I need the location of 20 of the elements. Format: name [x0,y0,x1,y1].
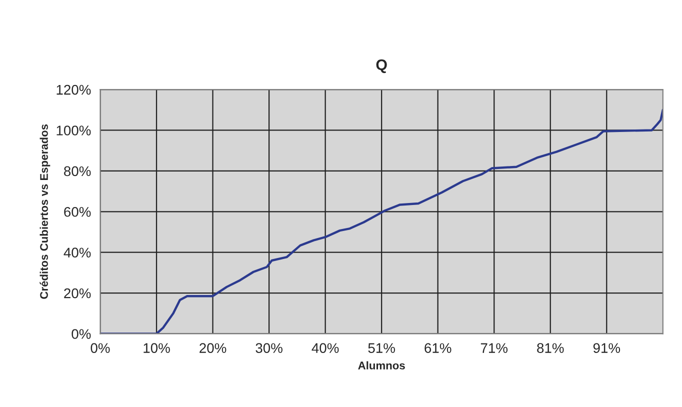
x-tick-label: 91% [593,343,620,353]
y-tick-label: 60% [64,206,91,217]
y-tick-label: 40% [64,248,91,258]
x-tick-label: 20% [200,343,226,353]
x-tick-label: 81% [537,343,564,353]
y-tick-label: 20% [64,288,91,298]
x-tick-label: 71% [480,343,508,353]
x-tick-label: 0% [90,343,110,353]
x-tick-label: 51% [368,343,395,353]
x-tick-label: 61% [424,343,452,353]
y-axis-title: Créditos Cubiertos vs Esperados [40,124,50,299]
y-tick-label: 0% [72,329,91,339]
y-tick-label: 100% [56,126,91,136]
x-tick-label: 30% [256,343,282,353]
chart-title: Q [376,59,387,74]
x-tick-label: 40% [312,343,339,353]
y-tick-label: 80% [64,166,91,176]
x-axis-title: Alumnos [358,361,405,370]
y-tick-label: 120% [56,84,91,95]
x-tick-label: 10% [144,343,170,353]
